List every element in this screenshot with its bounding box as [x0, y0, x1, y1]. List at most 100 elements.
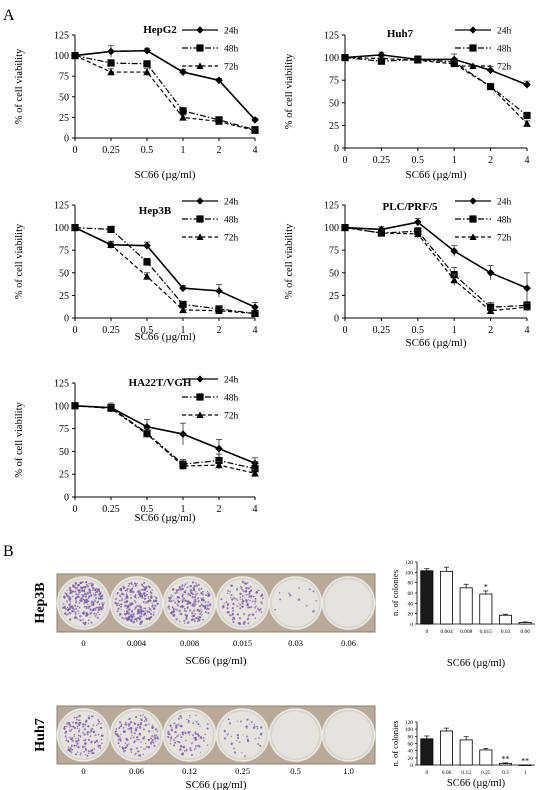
- colony-dot: [79, 736, 82, 738]
- y-axis-label: n. of colonies: [390, 720, 400, 766]
- colony-dot: [241, 605, 244, 608]
- x-tick-label: 1: [452, 325, 457, 336]
- colony-dot: [91, 586, 94, 589]
- colony-dot: [155, 600, 157, 602]
- bar: [440, 730, 453, 766]
- colony-dot: [174, 726, 178, 729]
- colony-dot: [133, 620, 135, 623]
- colony-dot: [140, 594, 143, 598]
- x-tick-label: 0: [343, 155, 348, 166]
- colony-dot: [119, 738, 122, 741]
- colony-dot: [124, 604, 127, 607]
- colony-dot: [197, 608, 200, 612]
- colony-dot: [156, 730, 159, 733]
- colony-dot: [279, 598, 282, 601]
- legend-marker: [196, 375, 204, 383]
- dose-label: 0.004: [127, 638, 147, 648]
- colony-dot: [148, 586, 151, 589]
- colony-dot: [129, 602, 132, 605]
- data-point: [107, 68, 115, 76]
- colony-dot: [207, 593, 211, 597]
- viability-chart: 0 25 50 75 100 125 0 0.25 0.5 1 2 4 PLC/PRF/5 SC66 (µ…: [284, 197, 531, 349]
- colony-dot: [134, 606, 138, 609]
- colony-dot: [140, 608, 143, 611]
- colony-dot: [198, 610, 201, 612]
- colony-dot: [66, 594, 69, 598]
- colony-dot: [249, 723, 251, 726]
- colony-dot: [247, 593, 249, 596]
- colony-dot: [74, 582, 78, 585]
- colony-dot: [117, 607, 120, 610]
- data-point: [143, 46, 151, 55]
- colony-dot: [199, 725, 201, 728]
- colony-dot: [92, 588, 94, 590]
- well-inner: [219, 711, 266, 759]
- colony-dot: [120, 603, 123, 606]
- colony-dot: [87, 607, 90, 610]
- colony-dot: [134, 753, 136, 756]
- colony-dot: [257, 589, 260, 592]
- colony-dot: [151, 724, 154, 726]
- colony-dot: [152, 741, 155, 744]
- x-tick-label: 0.004: [440, 629, 453, 635]
- colony-dot: [240, 586, 243, 589]
- colony-dot: [187, 731, 190, 734]
- colony-dot: [66, 608, 70, 612]
- colony-dot: [142, 728, 145, 731]
- colony-dot: [206, 744, 209, 746]
- colony-dot: [243, 755, 246, 758]
- colony-dot: [128, 722, 131, 726]
- colony-dot: [169, 611, 173, 615]
- colony-dot: [173, 613, 175, 615]
- colony-dot: [125, 746, 128, 749]
- dose-label: 0.015: [233, 638, 252, 648]
- colony-dot: [232, 610, 234, 612]
- colony-dot: [84, 614, 88, 617]
- data-point: [143, 241, 151, 250]
- colony-dot: [180, 717, 183, 719]
- data-point: [450, 276, 458, 284]
- colony-dot: [98, 590, 101, 593]
- colony-plate-Hep3B: 0 0.004 0.008 0.015 0.03 0.06 SC66 (µg/ml) Hep3…: [33, 573, 376, 667]
- colony-dot: [88, 591, 92, 594]
- colony-dot: [289, 593, 291, 595]
- colony-dot: [92, 724, 95, 727]
- colony-dot: [149, 612, 153, 616]
- colony-dot: [141, 610, 144, 613]
- colony-dot: [78, 724, 81, 727]
- colony-dot: [181, 731, 184, 734]
- colony-dot: [151, 738, 154, 742]
- colony-dot: [125, 588, 129, 591]
- colony-dot: [140, 592, 142, 594]
- legend-marker: [196, 62, 204, 70]
- y-tick-label: 0: [410, 763, 413, 769]
- colony-dot: [128, 615, 131, 619]
- colony-dot: [72, 606, 74, 608]
- colony-dot: [226, 611, 229, 614]
- colony-dot: [245, 735, 249, 738]
- colony-dot: [139, 714, 142, 717]
- colony-dot: [168, 597, 172, 601]
- colony-dot: [78, 593, 80, 595]
- colony-dot: [133, 732, 137, 735]
- series-72h: 72h: [71, 402, 259, 477]
- colony-dot: [71, 721, 74, 724]
- y-tick-label: 75: [59, 246, 69, 257]
- colony-dot: [119, 745, 121, 748]
- colony-dot: [130, 615, 134, 619]
- colony-dot: [132, 736, 135, 739]
- colony-dot: [136, 610, 140, 613]
- colony-dot: [199, 751, 202, 754]
- colony-dot: [134, 727, 138, 730]
- colony-dot: [170, 600, 173, 603]
- y-tick-label: 125: [54, 31, 69, 42]
- colony-dot: [248, 606, 251, 609]
- x-tick-label: 4: [253, 504, 258, 515]
- y-tick-label: 0: [64, 314, 69, 325]
- colony-dot: [75, 740, 78, 743]
- colony-dot: [255, 605, 257, 607]
- colony-dot: [200, 597, 202, 599]
- colony-dot: [129, 748, 133, 751]
- colony-dot: [193, 600, 196, 603]
- colony-dot: [184, 583, 187, 585]
